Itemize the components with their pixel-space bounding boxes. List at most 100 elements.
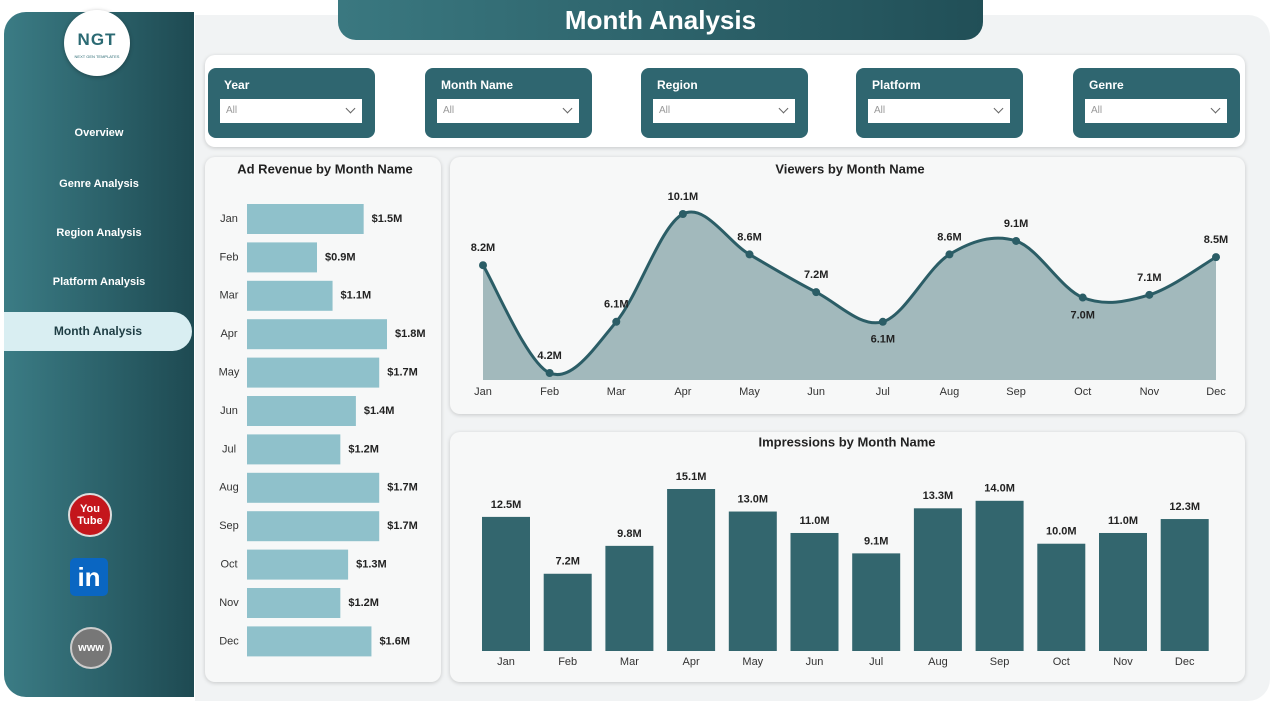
bar — [1037, 543, 1086, 651]
bar — [790, 532, 839, 651]
slicer-dropdown[interactable]: All — [220, 99, 362, 123]
data-label: $1.3M — [356, 559, 387, 571]
data-label: $1.5M — [372, 213, 403, 225]
logo-subtext: NEXT GEN TEMPLATES — [74, 54, 120, 59]
chart-title: Viewers by Month Name — [775, 161, 924, 176]
bar — [247, 396, 356, 426]
slicer-dropdown[interactable]: All — [653, 99, 795, 123]
bar — [482, 516, 530, 651]
slicer-dropdown[interactable]: All — [437, 99, 579, 123]
bar — [728, 511, 777, 651]
data-label: $1.7M — [387, 367, 418, 379]
data-label: 9.8M — [617, 528, 641, 540]
nav-item[interactable]: Platform Analysis — [52, 276, 146, 288]
data-label: 8.6M — [937, 231, 961, 243]
data-label: 7.0M — [1070, 309, 1094, 321]
bar — [247, 549, 349, 580]
data-label: 11.0M — [1108, 515, 1138, 527]
x-tick-label: May — [739, 386, 760, 398]
point — [545, 369, 554, 377]
nav-item[interactable]: Region Analysis — [56, 227, 142, 239]
data-label: 13.3M — [923, 490, 954, 502]
x-tick-label: Nov — [1140, 386, 1160, 398]
linkedin-icon[interactable]: in — [70, 558, 108, 596]
y-tick-label: Dec — [219, 635, 239, 647]
data-label: $1.1M — [341, 290, 372, 302]
y-tick-label: Jun — [220, 405, 238, 417]
slicer-dropdown[interactable]: All — [868, 99, 1010, 123]
data-label: 4.2M — [537, 350, 561, 362]
bar — [247, 319, 387, 350]
x-tick-label: Apr — [674, 386, 691, 398]
point — [945, 250, 954, 259]
chart-title: Impressions by Month Name — [759, 434, 936, 449]
chart-title: Ad Revenue by Month Name — [237, 161, 413, 176]
x-tick-label: Jan — [474, 386, 492, 398]
data-label: 6.1M — [604, 299, 628, 311]
x-tick-label: Sep — [1006, 386, 1026, 398]
slicer-label: Genre — [1089, 78, 1124, 92]
point — [1145, 290, 1154, 299]
slicer-label: Platform — [872, 78, 921, 92]
data-label: 10.0M — [1046, 526, 1077, 538]
bar — [247, 280, 333, 311]
bar — [667, 489, 716, 651]
y-tick-label: Jul — [222, 443, 236, 455]
nav-item[interactable]: Genre Analysis — [59, 178, 139, 190]
bar — [913, 508, 962, 651]
bar — [1099, 532, 1147, 651]
data-label: 12.5M — [491, 499, 522, 511]
x-tick-label: Feb — [558, 656, 577, 668]
bar — [247, 204, 364, 234]
slicer[interactable]: Month Name All — [425, 68, 592, 138]
icon-text: Tube — [77, 515, 103, 527]
point — [678, 210, 687, 218]
slicer-label: Month Name — [441, 78, 513, 92]
slicer-dropdown[interactable]: All — [1085, 99, 1227, 123]
slicer[interactable]: Genre All — [1073, 68, 1240, 138]
data-label: 10.1M — [668, 191, 699, 203]
y-tick-label: Nov — [219, 597, 239, 609]
x-tick-label: Jul — [876, 386, 890, 398]
y-tick-label: Feb — [220, 251, 239, 263]
x-tick-label: Aug — [928, 656, 948, 668]
bar — [543, 573, 592, 651]
logo[interactable]: NGT NEXT GEN TEMPLATES — [64, 10, 130, 76]
data-label: 8.5M — [1204, 234, 1228, 246]
youtube-icon[interactable]: You Tube — [68, 493, 112, 537]
data-label: 6.1M — [871, 334, 895, 346]
point — [812, 288, 821, 297]
data-label: 13.0M — [738, 493, 769, 505]
data-label: 15.1M — [676, 471, 707, 483]
nav-item-active[interactable]: Month Analysis — [4, 312, 192, 351]
bar — [605, 545, 654, 651]
slicer-label: Region — [657, 78, 698, 92]
slicer[interactable]: Platform All — [856, 68, 1023, 138]
data-label: $1.7M — [387, 520, 418, 532]
x-tick-label: Dec — [1175, 656, 1195, 668]
x-tick-label: Jun — [806, 656, 824, 668]
slicer[interactable]: Region All — [641, 68, 808, 138]
bar — [247, 626, 372, 657]
bar — [852, 553, 901, 651]
data-label: 8.2M — [471, 242, 495, 254]
x-tick-label: Apr — [683, 656, 700, 668]
point — [479, 261, 487, 270]
x-tick-label: Jul — [869, 656, 883, 668]
slicer[interactable]: Year All — [208, 68, 375, 138]
point — [1212, 253, 1220, 262]
nav-item[interactable]: Overview — [74, 127, 124, 139]
bar — [247, 588, 341, 618]
web-icon[interactable]: www — [70, 627, 112, 669]
x-tick-label: Nov — [1113, 656, 1133, 668]
data-label: 11.0M — [800, 515, 830, 527]
data-label: 7.2M — [804, 269, 828, 281]
bar — [247, 434, 341, 465]
data-label: 7.2M — [555, 556, 579, 568]
data-label: 9.1M — [864, 535, 888, 547]
data-label: $1.2M — [348, 597, 379, 609]
x-tick-label: Sep — [990, 656, 1010, 668]
data-label: 7.1M — [1137, 272, 1161, 284]
